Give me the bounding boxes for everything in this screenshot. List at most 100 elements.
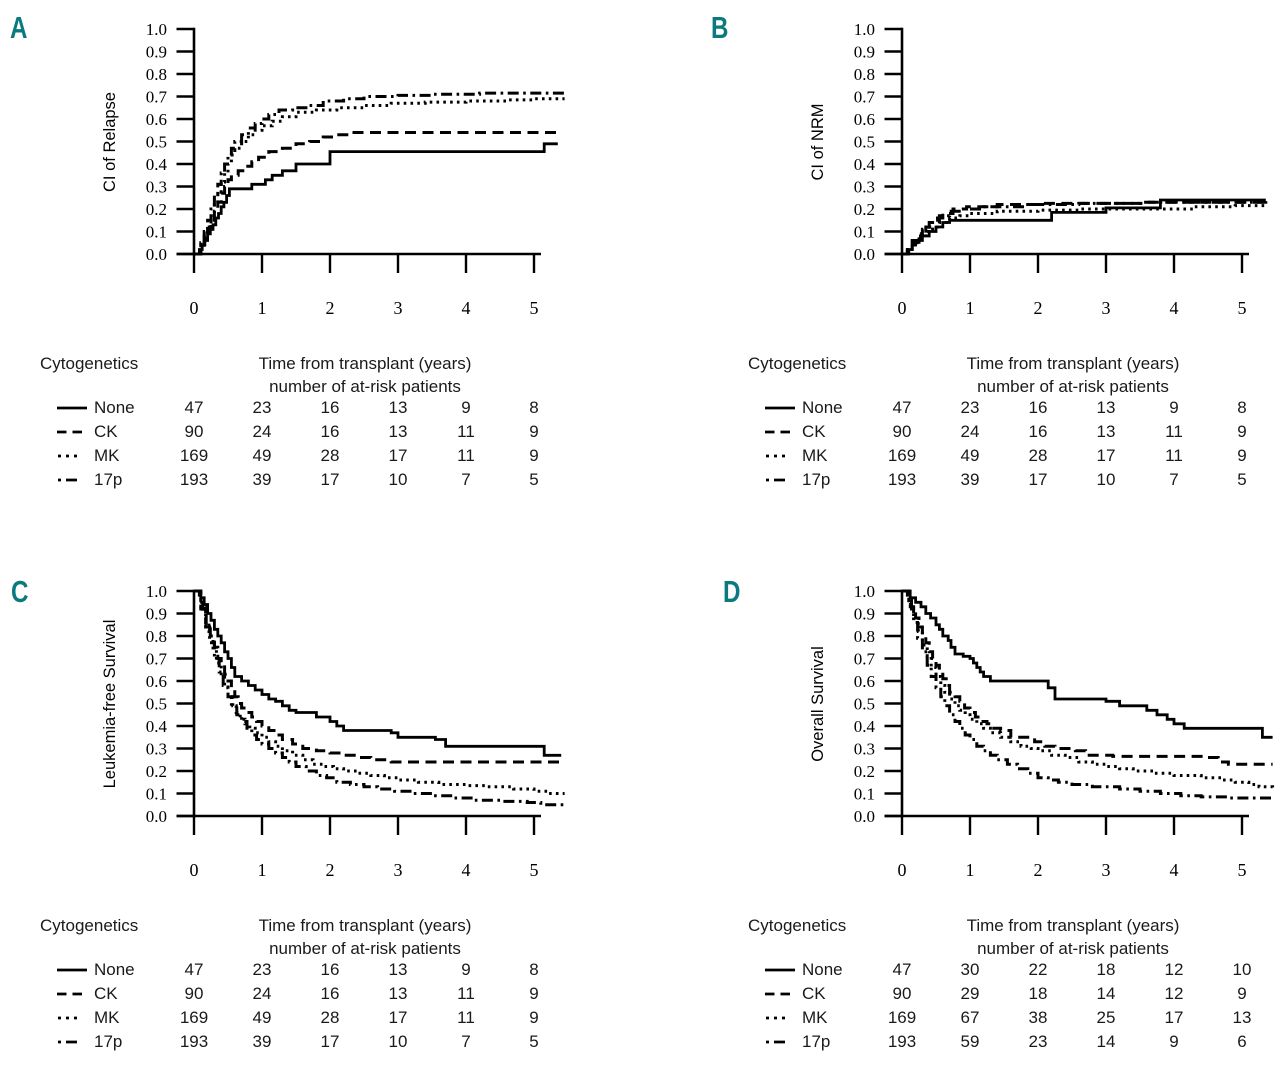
y-tick-label: 0.3 bbox=[854, 740, 875, 759]
at-risk-count: 169 bbox=[179, 446, 209, 465]
at-risk-count: 169 bbox=[887, 1008, 917, 1027]
y-tick-label: 0.3 bbox=[854, 178, 875, 197]
series-label: 17p bbox=[802, 1032, 831, 1051]
at-risk-count: 13 bbox=[1096, 422, 1116, 441]
series-label: CK bbox=[94, 984, 118, 1003]
at-risk-count: 11 bbox=[457, 422, 475, 441]
panel-b: B 0.0 0.1 0.2 0.3 0.4 0.5 0.6 0.7 0.8 0.9 1.0 0 1 2 3 4… bbox=[708, 0, 1280, 536]
at-risk-count: 28 bbox=[320, 446, 340, 465]
y-tick-label: 0.5 bbox=[854, 133, 875, 152]
y-tick-label: 0.7 bbox=[146, 650, 168, 669]
x-tick-label: 1 bbox=[966, 860, 975, 880]
at-risk-count: 169 bbox=[887, 446, 917, 465]
x-tick-label: 3 bbox=[394, 298, 403, 318]
at-risk-count: 16 bbox=[320, 422, 340, 441]
at-risk-count: 12 bbox=[1164, 960, 1184, 979]
series-label: MK bbox=[802, 1008, 828, 1027]
at-risk-count: 24 bbox=[252, 422, 272, 441]
at-risk-count: 9 bbox=[1237, 446, 1247, 465]
dashdot-line-icon bbox=[58, 1040, 82, 1044]
series-label: None bbox=[94, 398, 135, 417]
at-risk-row-17p: 17p 193 39 17 10 7 5 bbox=[708, 468, 1280, 492]
at-risk-count: 17 bbox=[1028, 470, 1048, 489]
solid-line-icon bbox=[57, 968, 87, 972]
x-tick-label: 2 bbox=[326, 298, 335, 318]
curve-17p bbox=[902, 589, 1275, 800]
at-risk-count: 90 bbox=[184, 984, 204, 1003]
x-tick-label: 0 bbox=[190, 860, 199, 880]
at-risk-count: 49 bbox=[960, 446, 980, 465]
at-risk-count: 28 bbox=[1028, 446, 1048, 465]
at-risk-count: 11 bbox=[1165, 446, 1183, 465]
panel-c: C 0.0 0.1 0.2 0.3 0.4 0.5 0.6 0.7 0.8 0.9 1.0 0 1 2 3 4… bbox=[0, 562, 708, 1072]
ci-nrm-plot: 0.0 0.1 0.2 0.3 0.4 0.5 0.6 0.7 0.8 0.9 1.0 0 1 2 3 4 5 C… bbox=[809, 20, 1268, 318]
at-risk-count: 25 bbox=[1096, 1008, 1116, 1027]
series-label: CK bbox=[802, 984, 826, 1003]
xaxis-caption-line2: number of at-risk patients bbox=[977, 377, 1169, 396]
at-risk-row-CK: CK 90 24 16 13 11 9 bbox=[0, 420, 640, 444]
at-risk-count: 11 bbox=[457, 446, 475, 465]
at-risk-count: 9 bbox=[1237, 422, 1247, 441]
at-risk-count: 8 bbox=[1237, 398, 1247, 417]
at-risk-count: 10 bbox=[1096, 470, 1116, 489]
at-risk-row-None: None 47 23 16 13 9 8 bbox=[708, 396, 1280, 420]
at-risk-count: 39 bbox=[252, 1032, 272, 1051]
curve-17p bbox=[194, 589, 565, 807]
x-tick-label: 5 bbox=[530, 860, 539, 880]
panel-c-label: C bbox=[11, 574, 29, 609]
at-risk-count: 39 bbox=[960, 470, 980, 489]
panel-d: D 0.0 0.1 0.2 0.3 0.4 0.5 0.6 0.7 0.8 0.9 1.0 0 1 2 3 4… bbox=[708, 562, 1280, 1072]
y-axis-title: Leukemia-free Survival bbox=[101, 620, 119, 789]
y-tick-label: 0.0 bbox=[854, 807, 875, 826]
series-label: CK bbox=[802, 422, 826, 441]
at-risk-table: Cytogenetics Time from transplant (years… bbox=[0, 352, 640, 502]
series-label: 17p bbox=[94, 470, 123, 489]
series-label: 17p bbox=[802, 470, 831, 489]
dotted-line-icon bbox=[766, 1016, 789, 1020]
at-risk-count: 17 bbox=[320, 470, 340, 489]
curve-17p bbox=[194, 91, 565, 256]
x-tick-label: 0 bbox=[898, 298, 907, 318]
at-risk-count: 7 bbox=[461, 470, 471, 489]
solid-line-icon bbox=[57, 406, 87, 410]
y-tick-label: 0.9 bbox=[146, 605, 167, 624]
at-risk-row-CK: CK 90 24 16 13 11 9 bbox=[0, 982, 640, 1006]
at-risk-count: 17 bbox=[1096, 446, 1116, 465]
series-label: MK bbox=[94, 1008, 120, 1027]
y-tick-label: 0.0 bbox=[146, 807, 167, 826]
at-risk-count: 23 bbox=[252, 960, 272, 979]
x-tick-label: 5 bbox=[1238, 298, 1247, 318]
xaxis-caption-line1: Time from transplant (years) bbox=[258, 916, 472, 935]
at-risk-count: 10 bbox=[1232, 960, 1252, 979]
y-tick-label: 0.2 bbox=[146, 200, 167, 219]
y-tick-label: 0.4 bbox=[146, 717, 168, 736]
y-tick-label: 0.0 bbox=[146, 245, 167, 264]
y-axis-title: CI of Relapse bbox=[101, 92, 119, 192]
xaxis-caption-line2: number of at-risk patients bbox=[977, 939, 1169, 958]
dashed-line-icon bbox=[765, 992, 795, 996]
at-risk-row-17p: 17p 193 59 23 14 9 6 bbox=[708, 1030, 1280, 1054]
at-risk-count: 11 bbox=[457, 984, 475, 1003]
dotted-line-icon bbox=[766, 454, 789, 458]
y-tick-label: 0.0 bbox=[854, 245, 875, 264]
y-tick-label: 0.8 bbox=[146, 627, 167, 646]
x-tick-label: 4 bbox=[462, 298, 471, 318]
curve-CK bbox=[194, 589, 562, 764]
curve-MK bbox=[194, 589, 565, 795]
y-tick-label: 1.0 bbox=[854, 582, 875, 601]
dotted-line-icon bbox=[58, 1016, 81, 1020]
at-risk-count: 29 bbox=[960, 984, 980, 1003]
overall-survival-plot: 0.0 0.1 0.2 0.3 0.4 0.5 0.6 0.7 0.8 0.9 1.0 0 1 2 3 4 5 O… bbox=[809, 582, 1275, 880]
y-axis-title: CI of NRM bbox=[809, 103, 827, 180]
y-tick-label: 0.5 bbox=[146, 133, 167, 152]
x-tick-label: 2 bbox=[1034, 298, 1043, 318]
at-risk-table: Cytogenetics Time from transplant (years… bbox=[708, 352, 1280, 502]
at-risk-rows: None 47 23 16 13 9 8 CK 90 24 16 13 11 9 MK 169 49 28 17 11… bbox=[0, 352, 640, 502]
at-risk-count: 67 bbox=[960, 1008, 980, 1027]
at-risk-row-MK: MK 169 49 28 17 11 9 bbox=[0, 444, 640, 468]
at-risk-count: 38 bbox=[1028, 1008, 1048, 1027]
xaxis-caption: Time from transplant (years) number of a… bbox=[180, 914, 550, 960]
y-tick-label: 1.0 bbox=[146, 582, 167, 601]
y-tick-label: 0.4 bbox=[854, 155, 876, 174]
dashed-line-icon bbox=[57, 430, 87, 434]
